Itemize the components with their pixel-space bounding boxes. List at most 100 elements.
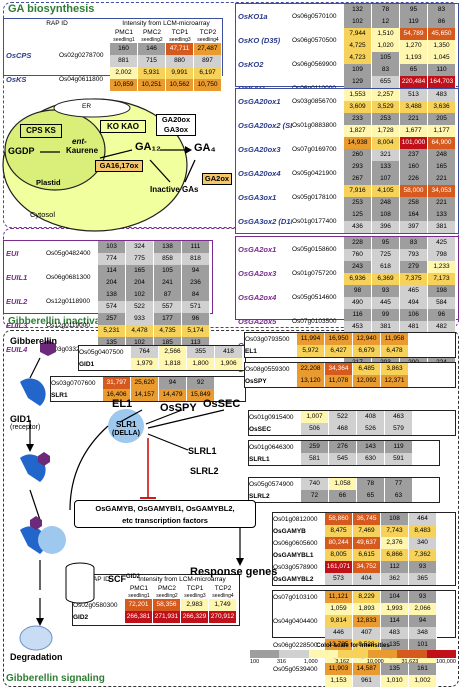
intensity-cell: 348 [409,627,437,639]
intensity-cell: 581 [301,453,329,465]
header-subcol: seedling1 [128,593,150,599]
intensity-cell: 1,979 [131,358,159,370]
intensity-cell: 513 [400,89,428,101]
gene-row: Os05g0407500 GID1 764 2,566 355 418 1,979 1,818… [79,346,245,370]
gene-row: OsGA20ox1 Os03g0856700 1,553 2,257 513 483 3,6… [236,89,458,113]
intensity-cell: 1,510 [372,28,400,40]
intensity-cell: 574 [98,301,126,313]
intensity-cell: 418 [215,346,243,358]
intensity-cell: 16,406 [103,389,131,401]
intensity-cell: 66 [329,490,357,502]
intensity-cell: 63 [385,490,413,502]
intensity-cell: 253 [344,197,372,209]
intensity-cell: 177 [154,313,182,325]
intensity-cell: 4,735 [154,325,182,337]
intensity-cell: 7,916 [344,185,372,197]
gene-name: EUI [6,248,19,258]
ent-label: ent- [72,137,87,146]
intensity-cell: 114 [98,265,126,277]
gene-id: Os03g0578900 [273,563,318,571]
gene-id: Os01g0915400 [249,413,294,421]
gene-id: Os06g0681300 [46,273,91,281]
scf-label: SCFGID2 [108,574,140,584]
intensity-cell: 11,078 [325,375,353,387]
gene-row: EUIL3 Os12g0119000 257 933 177 96 5,231 4,478 4,… [4,313,212,337]
header-rap-id: RAP ID [88,576,110,583]
section-title-biosynthesis: GA biosynthesis [8,3,95,15]
scale-tick: 316 [276,659,287,665]
intensity-cell: 102 [344,16,372,28]
signaling-frame [3,330,459,687]
intensity-cell: 404 [353,573,381,585]
intensity-cell: 5,231 [98,325,126,337]
tf-line1: OsGAMYB, OsGAMYBl1, OsGAMYBL2, [95,504,235,513]
intensity-cell: 1,827 [344,125,372,137]
intensity-cell: 12 [372,16,400,28]
intensity-cell: 5,972 [297,345,325,357]
slr1-shape [108,409,144,443]
intensity-cell: 198 [428,285,456,297]
intensity-cell: 83 [400,237,428,249]
intensity-cell: 630 [357,453,385,465]
gene-id: Os05g0158600 [292,245,337,253]
gene-name: EUIL2 [6,296,28,306]
ga20ox-ga3ox-table: OsGA20ox1 Os03g0856700 1,553 2,257 513 483 3,6… [235,88,459,234]
gene-id: Os05g0482400 [46,249,91,257]
intensity-cell: 436 [344,221,372,233]
intensity-cell: 522 [329,411,357,423]
intensity-cell: 933 [126,313,154,325]
intensity-cell: 468 [329,423,357,435]
header-col: PMC2 [142,29,162,36]
gene-name: OsGA20ox2 (SD1) [238,120,292,130]
intensity-cell: 228 [344,237,372,249]
gene-id: Os07g0103100 [273,593,318,601]
intensity-cell: 715 [138,55,166,67]
intensity-cell: 65 [357,490,385,502]
intensity-cell: 111 [182,241,210,253]
intensity-cell: 6,369 [372,273,400,285]
el1-table: Os03g0793500 EL1 11,994 16,950 12,940 11,958 5… [244,332,456,358]
intensity-cell: 1,993 [381,603,409,615]
intensity-cell: 961 [353,675,381,687]
gene-id: Os06g0605600 [273,539,318,547]
gene-name: SLR1 [51,391,68,399]
intensity-cell: 6,936 [344,273,372,285]
intensity-cell: 64,900 [428,137,456,149]
ossec-table: Os01g0915400 OsSEC 1,007 522 408 463 506 468 526… [248,410,456,436]
header-title: Intensity from LCM-microarray [122,20,210,27]
intensity-cell: 31,797 [103,377,131,389]
header-subcol: seedling1 [113,37,135,43]
intensity-cell: 276 [329,441,357,453]
intensity-cell: 10,562 [166,79,194,91]
gene-id: Os01g0883800 [292,121,337,129]
degradation-label: Degradation [10,652,63,662]
inhibit-sec [147,409,225,429]
scf-text: SCF [108,574,126,584]
intensity-cell: 6,615 [353,549,381,561]
cps-ks-table: RAP ID Intensity from LCM-microarray PMC1 P… [3,18,223,91]
intensity-cell: 655 [372,76,400,88]
intensity-cell: 77 [385,478,413,490]
gene-row: Os01g0812000 OsGAMYB 58,860 36,745 108 464 8,4… [273,513,455,537]
gene-name: OsKO (D35) [238,35,281,45]
intensity-cell: 107 [372,173,400,185]
gene-row: Os07g0103100 11,121 8,229 104 93 1,059 1,893 1,… [273,591,455,615]
intensity-cell: 464 [409,513,437,525]
inactive-gas-label: Inactive GAs [150,185,199,194]
intensity-cell: 237 [400,149,428,161]
gene-id: Os05g0574900 [249,480,294,488]
intensity-cell: 483 [381,627,409,639]
arrow-ga-gid1 [29,357,41,379]
intensity-cell: 271,931 [153,611,181,623]
gene-id: Os07g0103500 [292,317,337,325]
slrl2-label: SLRL2 [190,466,219,476]
intensity-cell: 8,005 [325,549,353,561]
intensity-cell: 5,174 [182,325,210,337]
intensity-cell: 2,566 [159,346,187,358]
header-subcol: seedling2 [156,593,178,599]
intensity-cell: 355 [187,346,215,358]
gene-id: Os12g0118900 [46,297,90,305]
intensity-cell: 6,427 [325,345,353,357]
gene-row: OsKO (D35) Os06g0570500 7,944 1,510 54,789 45… [236,28,458,52]
intensity-cell: 241 [154,277,182,289]
